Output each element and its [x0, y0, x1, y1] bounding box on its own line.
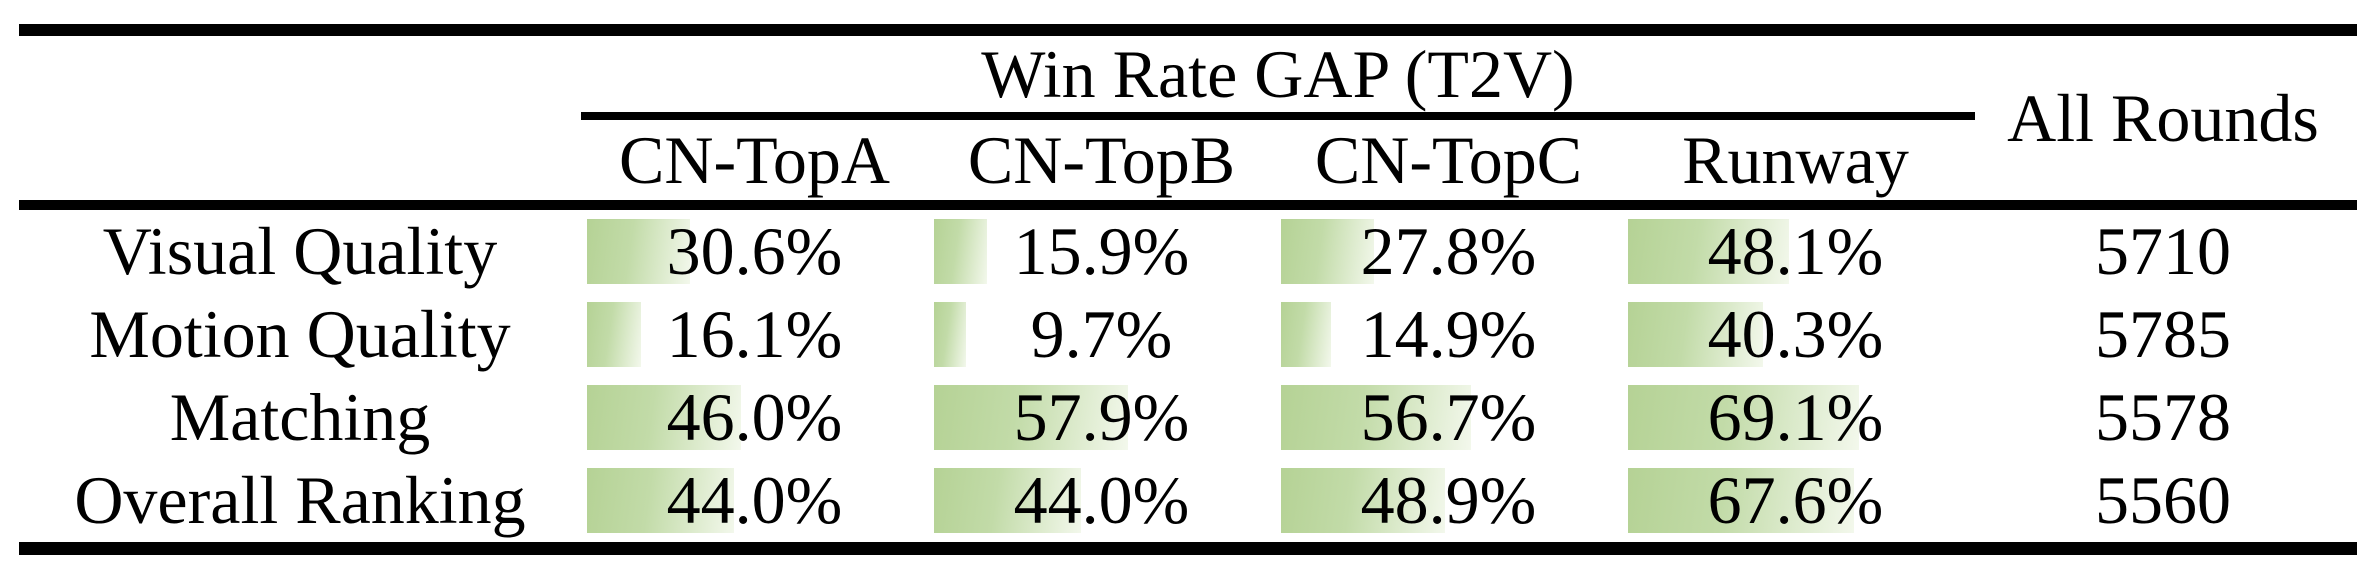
value-cell: 69.1%	[1622, 376, 1969, 459]
win-rate-bar	[934, 219, 988, 284]
value-cell: 16.1%	[581, 293, 928, 376]
value-cell: 15.9%	[928, 210, 1275, 293]
value-text: 67.6%	[1707, 462, 1884, 538]
win-rate-bar	[1628, 219, 1790, 284]
column-header-all-rounds: All Rounds	[2007, 79, 2319, 156]
row-label: Visual Quality	[102, 213, 498, 289]
value-text: 44.0%	[666, 462, 843, 538]
table-row-visual-quality: Visual Quality 30.6% 15.9% 27.8% 48.1% 5…	[19, 210, 2357, 293]
row-label: Motion Quality	[89, 296, 511, 372]
value-cell: 57.9%	[928, 376, 1275, 459]
row-label: Matching	[169, 379, 431, 455]
value-text: 27.8%	[1360, 213, 1537, 289]
win-rate-bar	[1628, 385, 1860, 450]
value-text: 15.9%	[1013, 213, 1190, 289]
value-cell: 44.0%	[581, 459, 928, 542]
header-row-columns: CN-TopA CN-TopB CN-TopC Runway	[19, 120, 2357, 200]
value-text: 69.1%	[1707, 379, 1884, 455]
win-rate-bar	[1281, 219, 1375, 284]
column-header-runway: Runway	[1682, 121, 1909, 198]
value-text: 48.9%	[1360, 462, 1537, 538]
column-group-rule	[581, 112, 1975, 120]
win-rate-table: Win Rate GAP (T2V) CN-TopA CN-TopB CN-To…	[19, 24, 2357, 555]
value-text: 14.9%	[1360, 296, 1537, 372]
win-rate-bar	[1628, 468, 1855, 533]
win-rate-bar	[587, 468, 735, 533]
win-rate-bar	[1628, 302, 1763, 367]
win-rate-bar	[1281, 385, 1471, 450]
all-rounds-value: 5560	[2095, 462, 2231, 538]
win-rate-bar	[587, 385, 742, 450]
value-text: 46.0%	[666, 379, 843, 455]
header-empty-cell	[19, 120, 581, 200]
header-row-title: Win Rate GAP (T2V)	[19, 36, 2357, 112]
column-header-cn-topb: CN-TopB	[967, 121, 1236, 198]
all-rounds-value: 5710	[2095, 213, 2231, 289]
column-header-cn-topc: CN-TopC	[1314, 121, 1583, 198]
value-cell: 67.6%	[1622, 459, 1969, 542]
win-rate-bar	[934, 385, 1128, 450]
value-cell: 56.7%	[1275, 376, 1622, 459]
win-rate-bar	[934, 468, 1082, 533]
table-row-motion-quality: Motion Quality 16.1% 9.7% 14.9% 40.3% 57…	[19, 293, 2357, 376]
header-body-rule	[19, 200, 2357, 210]
column-header-cn-topa: CN-TopA	[618, 121, 890, 198]
table-row-overall-ranking: Overall Ranking 44.0% 44.0% 48.9% 67.6% …	[19, 459, 2357, 542]
value-text: 9.7%	[1030, 296, 1173, 372]
value-text: 30.6%	[666, 213, 843, 289]
value-cell: 44.0%	[928, 459, 1275, 542]
all-rounds-value: 5578	[2095, 379, 2231, 455]
value-cell: 40.3%	[1622, 293, 1969, 376]
value-text: 48.1%	[1707, 213, 1884, 289]
value-cell: 9.7%	[928, 293, 1275, 376]
value-cell: 27.8%	[1275, 210, 1622, 293]
win-rate-bar	[587, 302, 641, 367]
header-empty-cell	[19, 36, 581, 112]
win-rate-bar	[1281, 302, 1331, 367]
bottom-rule	[19, 542, 2357, 555]
value-text: 57.9%	[1013, 379, 1190, 455]
win-rate-bar	[934, 302, 967, 367]
value-cell: 48.1%	[1622, 210, 1969, 293]
value-text: 56.7%	[1360, 379, 1537, 455]
win-rate-bar	[1281, 468, 1445, 533]
win-rate-bar	[587, 219, 690, 284]
table-row-matching: Matching 46.0% 57.9% 56.7% 69.1% 5578	[19, 376, 2357, 459]
value-cell: 30.6%	[581, 210, 928, 293]
value-text: 16.1%	[666, 296, 843, 372]
value-text: 44.0%	[1013, 462, 1190, 538]
value-cell: 46.0%	[581, 376, 928, 459]
table-title: Win Rate GAP (T2V)	[981, 35, 1575, 112]
value-text: 40.3%	[1707, 296, 1884, 372]
top-rule	[19, 24, 2357, 36]
all-rounds-value: 5785	[2095, 296, 2231, 372]
value-cell: 14.9%	[1275, 293, 1622, 376]
value-cell: 48.9%	[1275, 459, 1622, 542]
row-label: Overall Ranking	[74, 462, 526, 538]
